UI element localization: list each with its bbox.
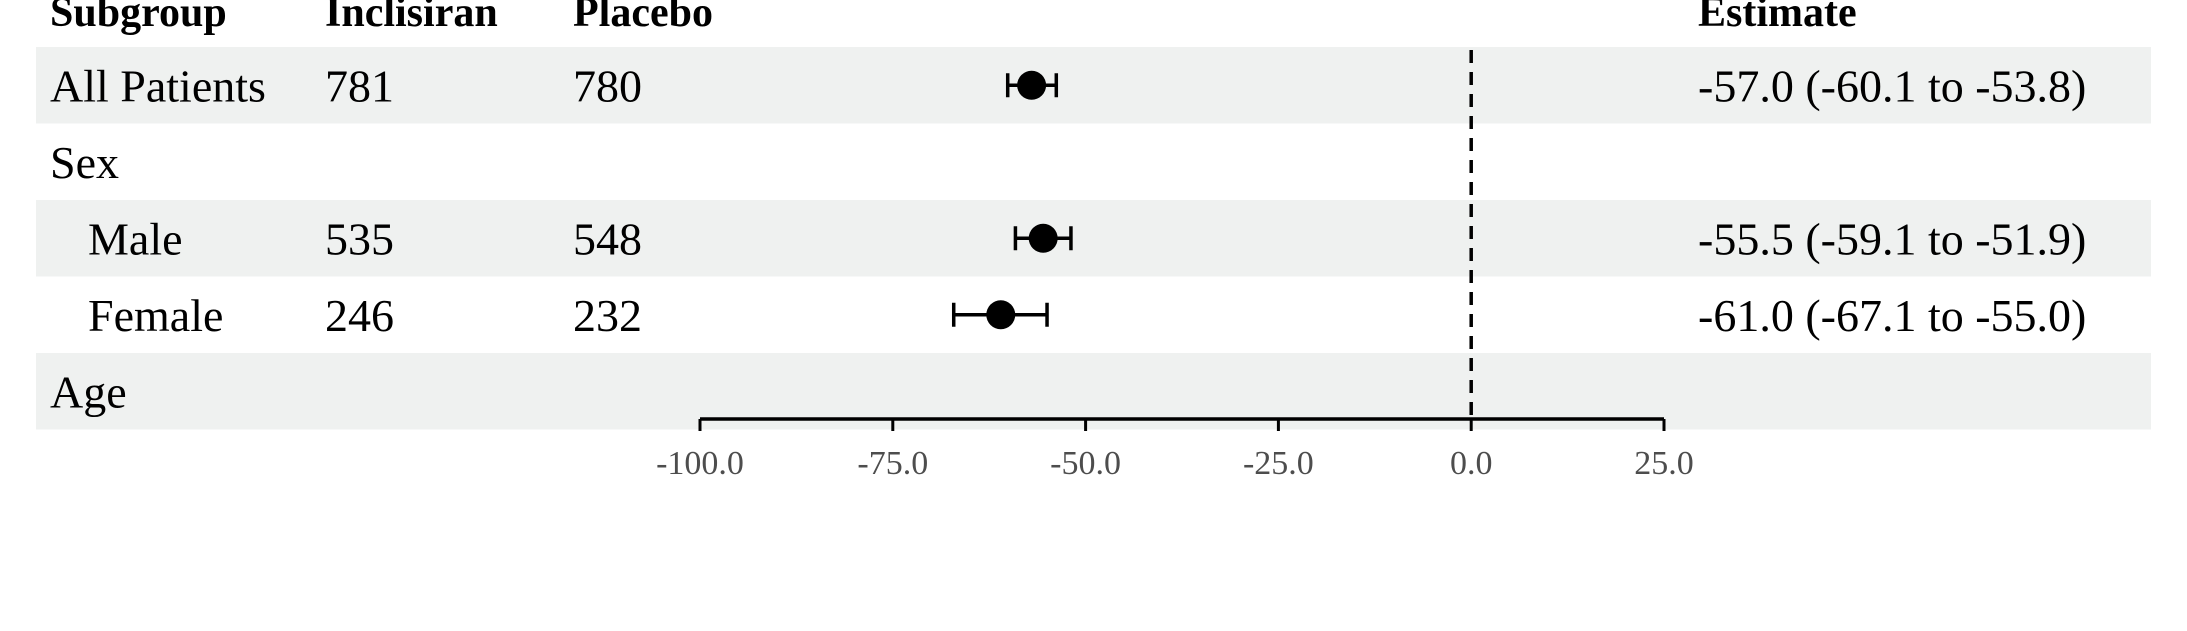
inclisiran-count: 246 [325, 290, 394, 341]
inclisiran-count: 535 [325, 213, 394, 264]
row-band [36, 47, 2151, 124]
header-inclisiran: Inclisiran [325, 0, 498, 36]
subgroup-label: Female [88, 290, 223, 341]
placebo-count: 548 [573, 213, 642, 264]
row-band [36, 200, 2151, 277]
inclisiran-count: 781 [325, 60, 394, 111]
subgroup-label: All Patients [50, 60, 266, 111]
row-band [36, 353, 2151, 430]
column-headers: Subgroup Inclisiran Placebo Estimate [50, 0, 1857, 36]
x-tick-label: -25.0 [1243, 445, 1314, 482]
header-subgroup: Subgroup [50, 0, 227, 36]
subgroup-label: Male [88, 213, 183, 264]
placebo-count: 232 [573, 290, 642, 341]
point-estimate [1017, 70, 1047, 100]
header-placebo: Placebo [573, 0, 713, 36]
x-tick-label: 0.0 [1450, 445, 1493, 482]
x-tick-label: 25.0 [1634, 445, 1694, 482]
subgroup-label: Sex [50, 137, 119, 188]
estimate-text: -55.5 (-59.1 to -51.9) [1698, 213, 2086, 264]
header-estimate: Estimate [1698, 0, 1857, 36]
estimate-text: -57.0 (-60.1 to -53.8) [1698, 60, 2086, 111]
x-tick-label: -100.0 [656, 445, 744, 482]
estimate-text: -61.0 (-67.1 to -55.0) [1698, 290, 2086, 341]
x-tick-label: -50.0 [1050, 445, 1121, 482]
point-estimate [986, 300, 1016, 330]
x-axis: -100.0 -75.0 -50.0 -25.0 0.0 25.0 [656, 417, 1694, 482]
x-tick-label: -75.0 [857, 445, 928, 482]
placebo-count: 780 [573, 60, 642, 111]
table-cells: All Patients 781 780 -57.0 (-60.1 to -53.8)… [50, 60, 2086, 417]
point-estimate [1028, 223, 1058, 253]
subgroup-label: Age [50, 366, 127, 417]
row-bands [36, 47, 2151, 430]
estimate-marks [951, 70, 1073, 330]
